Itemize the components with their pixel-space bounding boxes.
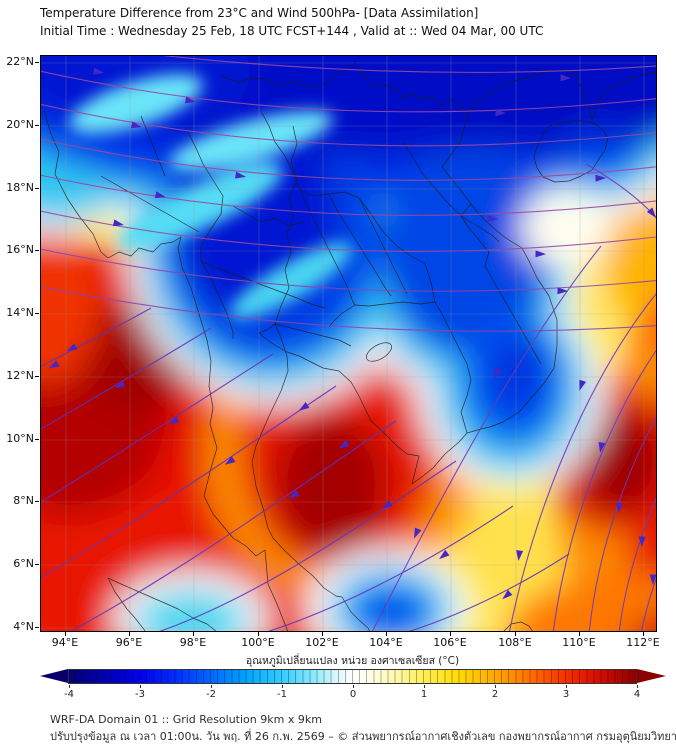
x-tick-112e: 112°E: [621, 632, 665, 650]
cb-tick-neg1: -1: [267, 685, 297, 700]
x-tick-94e: 94°E: [43, 632, 87, 650]
country-borders: [43, 62, 656, 631]
colorbar-max-arrow: [637, 669, 666, 683]
cb-tick-3: 3: [551, 685, 581, 700]
figure-title: Temperature Difference from 23°C and Win…: [40, 4, 543, 40]
graticule-gridlines: [41, 56, 656, 631]
title-line-1: Temperature Difference from 23°C and Win…: [40, 6, 479, 20]
footer-attribution: ปรับปรุงข้อมูล ณ เวลา 01:00น. วัน พฤ. ที…: [50, 729, 676, 743]
y-tick-14n: 14°N: [0, 306, 39, 320]
x-tick-96e: 96°E: [107, 632, 151, 650]
x-tick-102e: 102°E: [300, 632, 344, 650]
y-tick-4n: 4°N: [0, 620, 39, 634]
colorbar-gradient: [68, 669, 637, 684]
colorbar-segments: [69, 670, 636, 683]
x-tick-108e: 108°E: [493, 632, 537, 650]
colorbar: อุณหภูมิเปลี่ยนแปลง หน่วย องศาเซลเซียส (…: [40, 652, 667, 710]
footer: WRF-DA Domain 01 :: Grid Resolution 9km …: [50, 712, 676, 745]
x-tick-106e: 106°E: [428, 632, 472, 650]
map-plot-area: [40, 55, 657, 632]
x-tick-104e: 104°E: [364, 632, 408, 650]
weather-map-canvas: [41, 56, 656, 631]
cb-tick-neg3: -3: [125, 685, 155, 700]
y-tick-20n: 20°N: [0, 118, 39, 132]
colorbar-min-arrow: [40, 669, 68, 683]
cb-tick-4: 4: [622, 685, 652, 700]
wind-streamlines: [41, 56, 656, 631]
x-tick-110e: 110°E: [557, 632, 601, 650]
y-tick-10n: 10°N: [0, 432, 39, 446]
cb-tick-1: 1: [409, 685, 439, 700]
y-tick-8n: 8°N: [0, 494, 39, 508]
x-tick-100e: 100°E: [236, 632, 280, 650]
cb-tick-neg2: -2: [196, 685, 226, 700]
y-tick-6n: 6°N: [0, 557, 39, 571]
cb-tick-2: 2: [480, 685, 510, 700]
colorbar-title: อุณหภูมิเปลี่ยนแปลง หน่วย องศาเซลเซียส (…: [245, 655, 460, 667]
y-tick-22n: 22°N: [0, 55, 39, 69]
y-tick-16n: 16°N: [0, 243, 39, 257]
footer-domain-info: WRF-DA Domain 01 :: Grid Resolution 9km …: [50, 713, 322, 726]
y-tick-12n: 12°N: [0, 369, 39, 383]
temperature-field: [41, 56, 656, 631]
cb-tick-0: 0: [338, 685, 368, 700]
cb-tick-neg4: -4: [54, 685, 84, 700]
title-line-2: Initial Time : Wednesday 25 Feb, 18 UTC …: [40, 24, 544, 38]
y-tick-18n: 18°N: [0, 181, 39, 195]
x-tick-98e: 98°E: [171, 632, 215, 650]
